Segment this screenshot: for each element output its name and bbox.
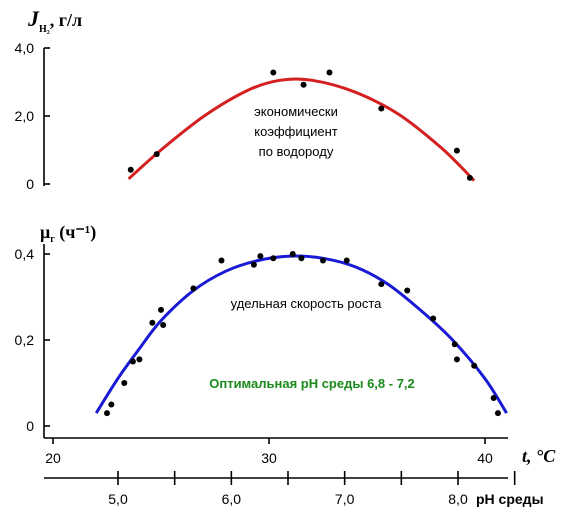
- bottom-y-tick-marks: [44, 253, 50, 427]
- bottom-data-point: [430, 315, 437, 322]
- top-data-point: [326, 69, 333, 76]
- top-data-point: [466, 174, 473, 181]
- top-data-point: [453, 147, 460, 154]
- ph-tick-label: 6,0: [222, 491, 242, 507]
- bottom-y-tick-label: 0,2: [15, 332, 35, 348]
- bottom-x-title: t, °C: [522, 446, 556, 466]
- bottom-data-point: [270, 255, 277, 262]
- bottom-chart: 0 0,2 0,4 20 30 40 μг (ч⁻¹) t, °C удельная с…: [15, 222, 557, 466]
- top-data-point: [270, 69, 277, 76]
- bottom-y-title-sub: г: [50, 234, 55, 245]
- top-y-tick-labels: 0 2,0 4,0: [15, 40, 35, 192]
- bottom-data-point: [158, 306, 164, 313]
- bottom-data-point: [250, 261, 257, 268]
- ph-tick-label: 5,0: [108, 491, 128, 507]
- top-y-tick-marks: [44, 47, 50, 185]
- bottom-y-tick-labels: 0 0,2 0,4: [15, 246, 35, 434]
- bottom-series-points: [104, 251, 501, 417]
- bottom-data-point: [136, 356, 143, 363]
- top-y-title: JH₂, г/л: [27, 6, 82, 35]
- bottom-y-tick-label: 0: [26, 418, 34, 434]
- top-series-curve: [127, 77, 476, 182]
- top-annotation-line-2: коэффициент: [254, 124, 337, 139]
- top-y-tick-label: 2,0: [15, 108, 35, 124]
- ph-axis-title: рН среды: [476, 491, 544, 507]
- bottom-data-point: [494, 410, 501, 417]
- bottom-data-point: [289, 251, 296, 257]
- bottom-x-tick-label: 40: [477, 450, 493, 466]
- bottom-series-curve: [94, 254, 508, 414]
- bottom-data-point: [298, 255, 305, 262]
- bottom-data-point: [320, 257, 326, 264]
- bottom-data-point: [343, 257, 350, 264]
- top-data-point: [378, 105, 385, 112]
- top-y-title-main: J: [27, 6, 40, 31]
- bottom-data-point: [129, 358, 136, 365]
- top-y-title-sub: H₂: [39, 24, 50, 35]
- bottom-data-point: [257, 253, 264, 260]
- bottom-data-point: [378, 281, 385, 288]
- optimal-ph-note: Оптимальная рН среды 6,8 - 7,2: [209, 376, 415, 391]
- bottom-data-point: [490, 395, 497, 402]
- bottom-y-title: μг (ч⁻¹): [40, 222, 96, 245]
- bottom-y-tick-label: 0,4: [15, 246, 35, 262]
- top-y-tick-label: 0: [26, 176, 34, 192]
- bottom-x-tick-marks: [52, 438, 486, 444]
- top-annotation-line-3: по водороду: [259, 144, 334, 159]
- bottom-data-point: [104, 410, 110, 417]
- top-annotation-line-1: экономически: [254, 104, 338, 119]
- top-series-points: [127, 69, 473, 181]
- ph-tick-label: 7,0: [335, 491, 355, 507]
- bottom-data-point: [108, 401, 115, 408]
- bottom-y-title-main: μ: [40, 222, 50, 242]
- bottom-x-tick-label: 20: [45, 450, 61, 466]
- bottom-y-title-unit: (ч⁻¹): [55, 222, 97, 243]
- bottom-annotation: удельная скорость роста: [231, 296, 383, 311]
- ph-tick-labels: 5,0 6,0 7,0 8,0: [108, 491, 468, 507]
- ph-axis: 5,0 6,0 7,0 8,0 рН среды: [44, 471, 544, 507]
- bottom-data-point: [453, 356, 460, 363]
- bottom-data-point: [471, 362, 478, 369]
- bottom-data-point: [218, 257, 225, 264]
- bottom-data-point: [451, 341, 458, 348]
- ph-tick-label: 8,0: [448, 491, 468, 507]
- top-data-point: [300, 81, 307, 88]
- bottom-data-point: [190, 285, 197, 292]
- top-y-tick-label: 4,0: [15, 40, 35, 56]
- top-data-point: [153, 151, 160, 158]
- bottom-data-point: [404, 287, 411, 294]
- ph-tick-marks: [117, 471, 516, 485]
- top-data-point: [127, 166, 134, 173]
- bottom-x-tick-labels: 20 30 40: [45, 450, 493, 466]
- bottom-data-point: [160, 321, 167, 328]
- bottom-data-point: [149, 319, 156, 326]
- bottom-data-point: [121, 380, 128, 386]
- top-chart: 0 2,0 4,0 JH₂, г/л экономически коэффициен…: [15, 6, 476, 192]
- top-y-title-unit: , г/л: [50, 10, 82, 30]
- bottom-x-tick-label: 30: [261, 450, 277, 466]
